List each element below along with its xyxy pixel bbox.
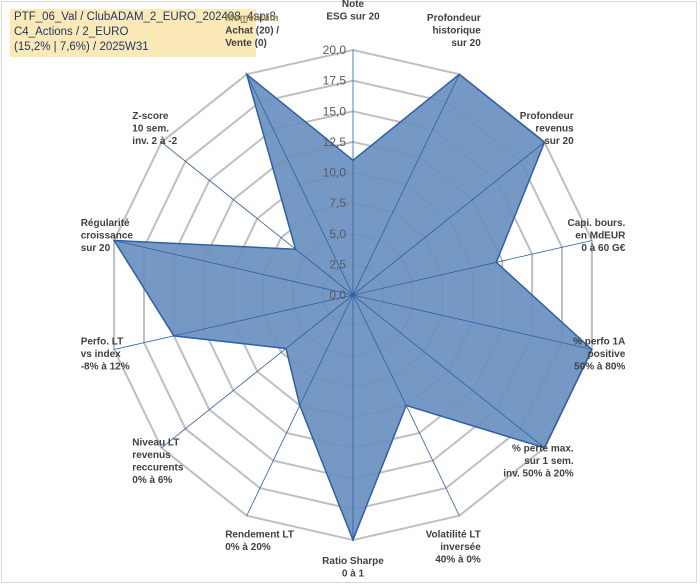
- axis-label: inv. 50% à 20%: [503, 469, 574, 480]
- tick-label: 2,5: [329, 257, 346, 271]
- axis-spoke: [352, 294, 545, 449]
- axis-label: Volatilité LT: [426, 530, 481, 541]
- tick-label: 12,5: [323, 135, 347, 149]
- axis-label-group: Capi. bours.en MdEUR 0 à 60 G€: [568, 218, 627, 254]
- axis-label: Achat (20) /: [225, 25, 279, 36]
- axis-spoke: [352, 141, 545, 296]
- axis-label: Perfo. LT: [81, 337, 124, 348]
- axis-spoke: [352, 240, 592, 296]
- tick-label: 15,0: [323, 104, 347, 118]
- axis-label: 40% à 0%: [435, 555, 481, 566]
- axis-spoke: [161, 141, 354, 296]
- tick-label: 0,0: [329, 288, 346, 302]
- axis-spoke: [246, 294, 354, 516]
- axis-label: 50% à 80%: [574, 362, 625, 373]
- axis-label: inversée: [440, 542, 481, 553]
- axis-label: sur 20: [544, 136, 574, 147]
- axis-label: % perte max.: [512, 444, 574, 455]
- axis-label-group: Note ESG sur 20: [326, 0, 380, 23]
- axis-label-group: Ratio Sharpe 0 à 1: [322, 556, 384, 580]
- tick-label: 5,0: [329, 227, 346, 241]
- axis-spoke: [246, 74, 354, 296]
- axis-label: revenus: [535, 123, 574, 134]
- tick-label: 7,5: [329, 196, 346, 210]
- axis-label-group: Rendement LT0% à 20%: [225, 530, 294, 554]
- axis-label: Capi. bours.: [568, 218, 626, 229]
- axis-label-group: % perte max.sur 1 sem. inv. 50% à 20%: [503, 444, 574, 480]
- title-line-3: (15,2% | 7,6%) / 2025W31: [14, 41, 149, 53]
- axis-spoke: [352, 294, 460, 516]
- axis-spoke: [114, 240, 354, 296]
- tick-label: 17,5: [323, 74, 347, 88]
- axis-label: inv. 2 à -2: [132, 136, 177, 147]
- axis-label: reccurents: [132, 463, 184, 474]
- axis-spoke: [352, 74, 460, 296]
- axis-label: Momentum: [225, 13, 278, 24]
- axis-label: revenus: [132, 450, 171, 461]
- axis-label: Vente (0): [225, 38, 267, 49]
- axis-label: 0 à 1: [342, 569, 365, 580]
- title-line-1: PTF_06_Val / ClubADAM_2_EURO_202408_4spr…: [14, 11, 276, 23]
- axis-label: en MdEUR: [575, 230, 626, 241]
- axis-label: sur 20: [81, 243, 111, 254]
- axis-label: positive: [588, 349, 626, 360]
- axis-label: ESG sur 20: [326, 12, 380, 23]
- axis-label: Note: [342, 0, 365, 10]
- axis-label: vs index: [81, 349, 121, 360]
- axis-label: Profondeur: [427, 13, 481, 24]
- axis-label: -8% à 12%: [81, 362, 130, 373]
- axis-label: Niveau LT: [132, 438, 179, 449]
- axis-label: croissance: [81, 230, 134, 241]
- axis-label: 10 sem.: [132, 123, 169, 134]
- axis-label: historique: [432, 25, 481, 36]
- tick-label: 10,0: [323, 166, 347, 180]
- axis-label: % perfo 1A: [573, 337, 625, 348]
- axis-label: Profondeur: [520, 111, 574, 122]
- chart-title-box: PTF_06_Val / ClubADAM_2_EURO_202408_4spr…: [10, 9, 276, 57]
- axis-label: sur 1 sem.: [524, 456, 574, 467]
- axis-label: 0 à 60 G€: [581, 243, 625, 254]
- axis-label: Ratio Sharpe: [322, 556, 384, 567]
- axis-spoke: [161, 294, 354, 449]
- axis-label: 0% à 6%: [132, 475, 172, 486]
- axis-spoke: [114, 294, 354, 350]
- axis-label: 0% à 20%: [225, 542, 271, 553]
- axis-label: Z-score: [132, 111, 169, 122]
- axis-label: sur 20: [451, 38, 481, 49]
- axis-label: Rendement LT: [225, 530, 294, 541]
- axis-spoke: [352, 294, 592, 350]
- axis-label: Régularité: [81, 218, 130, 229]
- title-line-2: C4_Actions / 2_EURO: [14, 26, 129, 38]
- tick-label: 20,0: [323, 43, 347, 57]
